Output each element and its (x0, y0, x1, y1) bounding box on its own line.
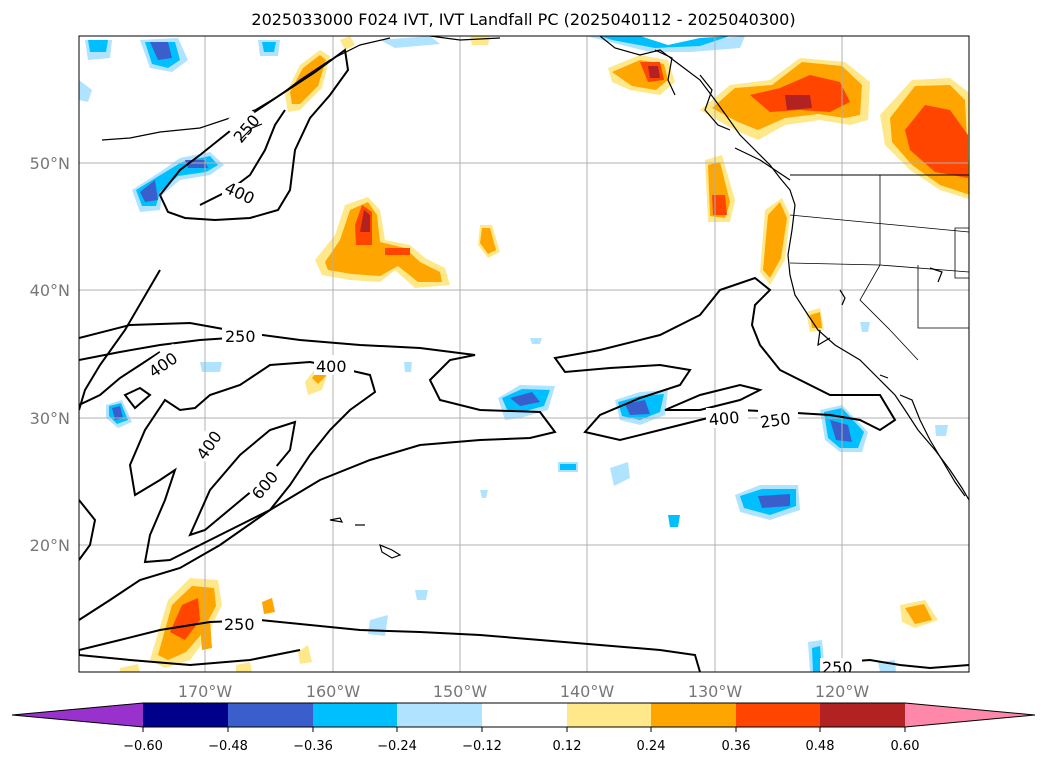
lon-label-120w: 120°W (815, 682, 870, 701)
contour-labels: 250 400 250 400 400 400 600 400 250 250 … (143, 102, 862, 677)
colorbar-tick-label: −0.60 (123, 739, 163, 754)
coastlines (101, 36, 969, 559)
colorbar-bin (651, 703, 736, 727)
contour-label-400-c: 400 (316, 357, 347, 376)
lon-label-150w: 150°W (433, 682, 488, 701)
graticule (79, 36, 969, 672)
colorbar-tick-label: 0.24 (637, 739, 666, 754)
lon-label-170w: 170°W (178, 682, 233, 701)
ivt-contours (79, 48, 969, 672)
colorbar-tick-label: 0.36 (722, 739, 751, 754)
latitude-labels: 20°N 30°N 40°N 50°N (30, 154, 70, 555)
map-title: 2025033000 F024 IVT, IVT Landfall PC (20… (251, 10, 796, 29)
positive-anomaly-regions (120, 36, 969, 672)
lat-label-50n: 50°N (30, 154, 70, 173)
lat-label-40n: 40°N (30, 281, 70, 300)
colorbar-bin (397, 703, 482, 727)
colorbar-tick-label: −0.24 (377, 739, 417, 754)
contour-label-250-c: 250 (759, 409, 792, 432)
contour-label-250-e: 250 (822, 658, 853, 677)
lat-label-20n: 20°N (30, 536, 70, 555)
colorbar-extend-high (905, 703, 1035, 727)
colorbar-tick-label: −0.12 (462, 739, 502, 754)
colorbar-bin (482, 703, 567, 727)
state-borders (789, 175, 969, 361)
colorbar-bin (228, 703, 313, 727)
negative-anomaly-regions (79, 36, 948, 672)
lon-label-130w: 130°W (688, 682, 743, 701)
colorbar-bin (567, 703, 651, 727)
colorbar-bin (313, 703, 397, 727)
colorbar-bin (820, 703, 905, 727)
contour-label-250-b: 250 (225, 327, 256, 346)
colorbar-tick-label: −0.36 (293, 739, 333, 754)
colorbar-bin (143, 703, 228, 727)
plot-area (79, 36, 969, 672)
colorbar-bin (736, 703, 820, 727)
contour-label-250-d: 250 (224, 615, 255, 634)
lat-label-30n: 30°N (30, 409, 70, 428)
lon-label-140w: 140°W (560, 682, 615, 701)
colorbar-extend-low (12, 703, 143, 727)
colorbar-tick-label: 0.60 (891, 739, 920, 754)
colorbar-tick-label: −0.48 (208, 739, 248, 754)
colorbar-tick-label: 0.48 (806, 739, 835, 754)
lon-label-160w: 160°W (306, 682, 361, 701)
colorbar-tick-label: 0.12 (553, 739, 582, 754)
plot-frame (78, 35, 970, 673)
colorbar: −0.60 −0.48 −0.36 −0.24 −0.12 0.12 0.24 … (11, 702, 1036, 754)
contour-label-400-e: 400 (708, 408, 740, 430)
longitude-labels: 170°W 160°W 150°W 140°W 130°W 120°W (178, 682, 870, 701)
